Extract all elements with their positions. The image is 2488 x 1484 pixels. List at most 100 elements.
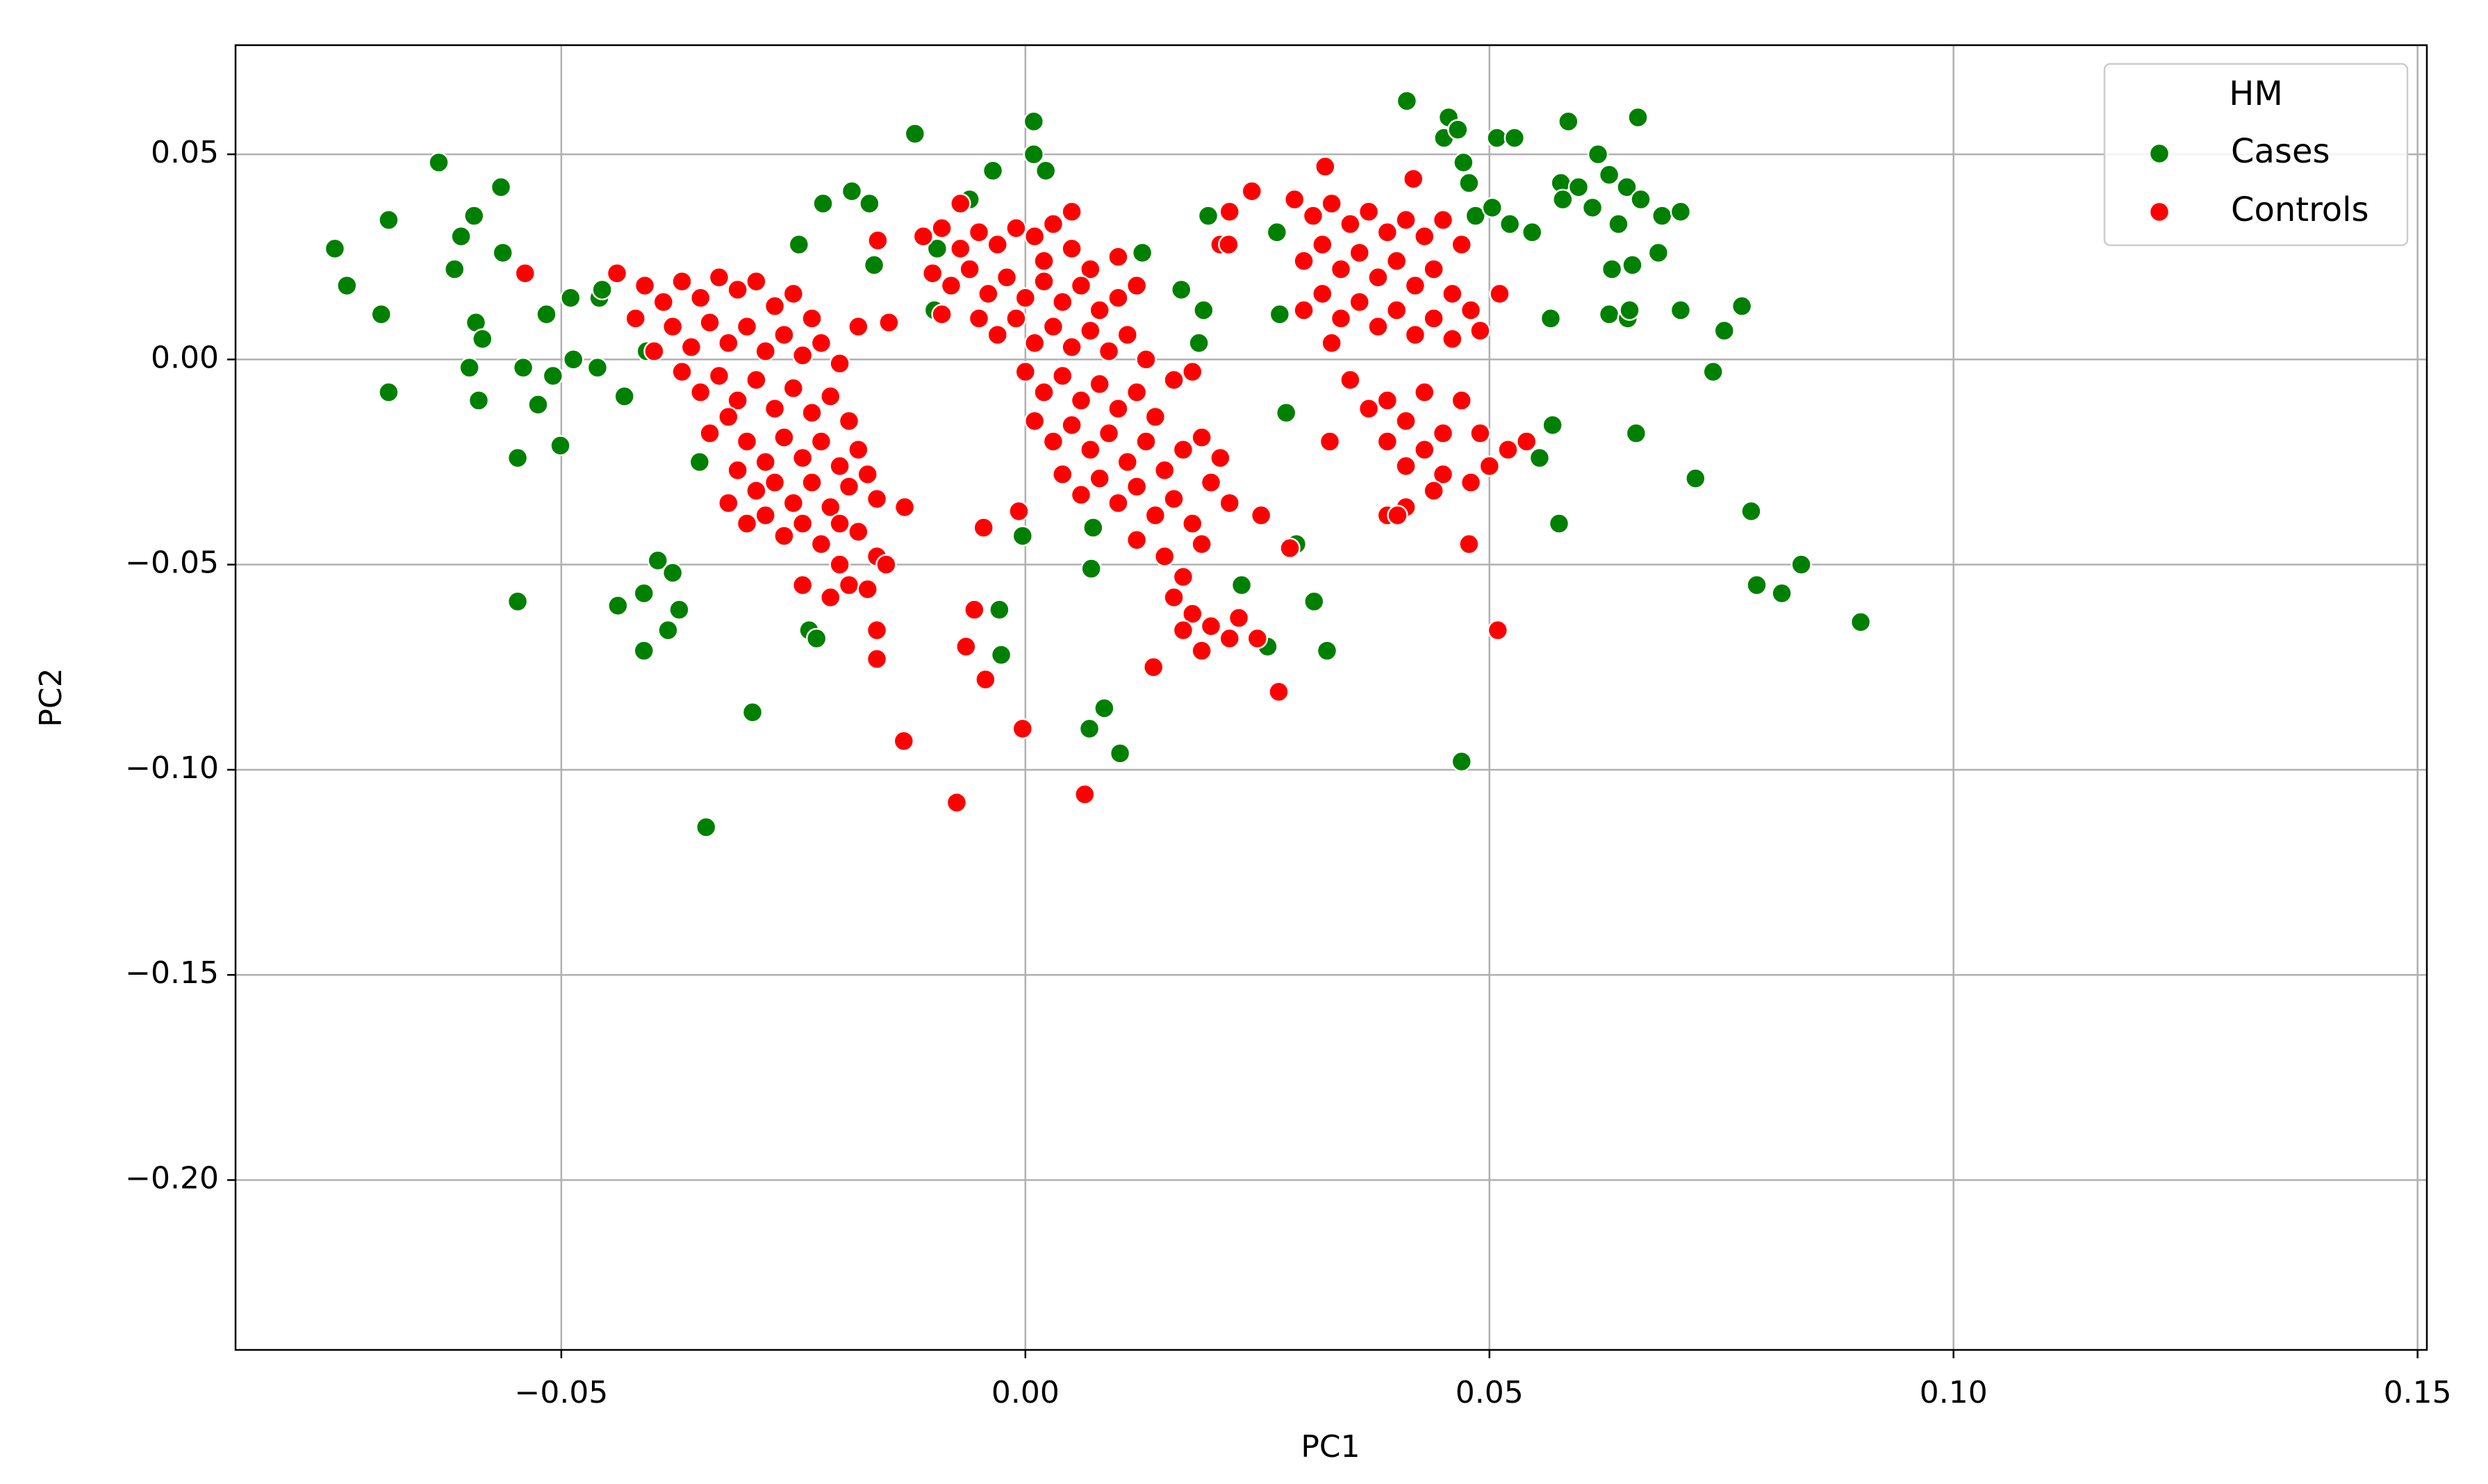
- point: [1385, 250, 1408, 272]
- point: [801, 472, 823, 493]
- point: [1014, 361, 1037, 383]
- point: [1499, 213, 1521, 235]
- point: [1423, 480, 1444, 502]
- point: [1404, 274, 1426, 297]
- point: [1094, 698, 1115, 719]
- point: [1144, 504, 1167, 527]
- point: [1135, 349, 1157, 370]
- point: [791, 447, 814, 469]
- legend-marker: [2148, 201, 2170, 223]
- point: [1489, 283, 1510, 305]
- point: [1089, 373, 1110, 395]
- point: [867, 229, 889, 252]
- point: [727, 279, 748, 301]
- point: [1126, 529, 1148, 551]
- point: [791, 345, 814, 366]
- point: [1702, 361, 1724, 383]
- point: [563, 349, 584, 370]
- legend-label: Controls: [2231, 190, 2369, 229]
- point: [820, 586, 841, 609]
- point: [1451, 750, 1472, 773]
- point: [506, 447, 529, 469]
- point: [838, 410, 860, 432]
- point: [810, 431, 832, 452]
- point: [950, 238, 971, 260]
- point: [560, 287, 582, 309]
- point: [893, 730, 915, 752]
- point: [1098, 340, 1120, 362]
- y-tick-label: −0.10: [125, 750, 219, 786]
- point: [1210, 447, 1231, 469]
- point: [1619, 299, 1640, 321]
- point: [1340, 369, 1361, 391]
- point: [1542, 414, 1563, 436]
- y-axis-label: PC2: [33, 668, 69, 727]
- point: [1269, 304, 1291, 325]
- point: [1005, 308, 1027, 329]
- point: [782, 377, 805, 399]
- point: [755, 504, 777, 527]
- point: [973, 517, 994, 538]
- point: [1340, 213, 1361, 235]
- point: [1731, 295, 1753, 317]
- point: [378, 381, 399, 403]
- legend-box: [2103, 63, 2409, 247]
- point: [736, 431, 758, 452]
- point: [1670, 299, 1692, 321]
- point: [1283, 188, 1305, 211]
- point: [764, 295, 786, 317]
- point: [921, 263, 944, 284]
- point: [527, 394, 549, 415]
- x-tick-label: 0.15: [2384, 1375, 2452, 1410]
- point: [1432, 209, 1454, 231]
- point: [1089, 299, 1110, 321]
- point: [708, 267, 730, 288]
- point: [848, 521, 869, 543]
- point: [1497, 439, 1519, 461]
- point: [926, 238, 948, 260]
- point: [1312, 283, 1333, 305]
- point: [931, 304, 953, 325]
- y-tick-label: 0.05: [151, 135, 219, 170]
- point: [1367, 267, 1389, 288]
- point: [1451, 390, 1472, 411]
- point: [1414, 225, 1435, 247]
- point: [1033, 381, 1055, 403]
- point: [613, 386, 635, 407]
- point: [812, 192, 834, 215]
- point: [829, 455, 850, 477]
- point: [1321, 332, 1342, 354]
- point: [959, 258, 980, 280]
- point: [859, 192, 880, 215]
- point: [607, 595, 629, 616]
- point: [820, 496, 841, 518]
- point: [1302, 205, 1324, 226]
- point: [968, 222, 990, 243]
- point: [1042, 213, 1064, 235]
- point: [1447, 119, 1469, 140]
- point: [1082, 517, 1104, 538]
- point: [1005, 217, 1027, 239]
- point: [1061, 336, 1082, 358]
- point: [955, 636, 977, 658]
- point: [699, 311, 720, 333]
- point: [1771, 582, 1793, 604]
- point: [1293, 299, 1315, 321]
- point: [1023, 332, 1046, 354]
- point: [1746, 574, 1768, 596]
- point: [542, 365, 564, 387]
- point: [866, 648, 888, 670]
- point: [1423, 258, 1444, 280]
- point: [1219, 627, 1240, 650]
- point: [736, 315, 758, 338]
- series: [514, 156, 1538, 814]
- point: [718, 406, 739, 428]
- point: [863, 254, 885, 276]
- point: [1404, 324, 1426, 346]
- point: [1395, 209, 1417, 231]
- point: [1230, 574, 1253, 596]
- point: [1548, 513, 1570, 534]
- point: [1279, 537, 1301, 559]
- point: [1670, 201, 1692, 223]
- point: [1740, 500, 1762, 522]
